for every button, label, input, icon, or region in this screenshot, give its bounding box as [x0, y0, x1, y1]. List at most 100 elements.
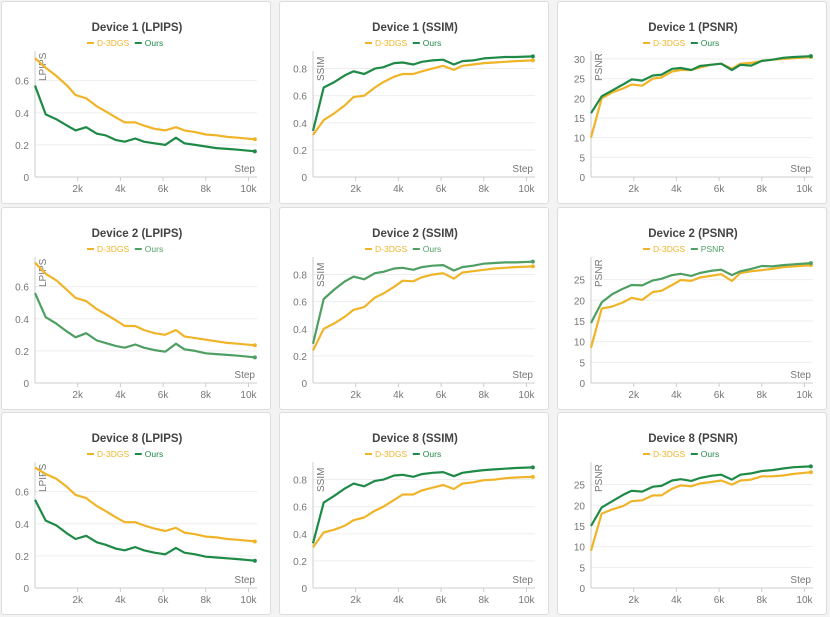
chart-panel: Device 2 (LPIPS) D-3DGS Ours 0 0.2 0.4 0.6 2k 4k…	[1, 207, 271, 410]
y-tick-label: 15	[574, 114, 586, 125]
chart-title: Device 1 (SSIM)	[372, 22, 458, 34]
legend-label: D-3DGS	[375, 244, 407, 254]
y-tick-label: 10	[574, 543, 586, 554]
x-tick-label: 4k	[671, 390, 683, 401]
x-axis-label: Step	[790, 164, 811, 175]
y-tick-label: 0	[301, 584, 307, 595]
series-end-point	[530, 474, 535, 479]
x-tick-label: 6k	[436, 595, 448, 606]
x-tick-label: 4k	[115, 184, 127, 195]
series-line	[590, 465, 811, 527]
series-line	[589, 471, 812, 552]
y-tick-label: 20	[574, 296, 586, 307]
chart-title: Device 1 (PSNR)	[648, 22, 738, 34]
x-tick-label: 8k	[478, 390, 490, 401]
chart-panel: Device 1 (PSNR) D-3DGS Ours 0 5 10 15 20 25 30 2k 4…	[557, 1, 827, 204]
y-tick-label: 5	[579, 358, 585, 369]
legend-label: D-3DGS	[97, 244, 129, 254]
x-tick-label: 6k	[436, 184, 448, 195]
series-end-point	[252, 558, 257, 563]
x-tick-label: 6k	[714, 184, 726, 195]
legend: D-3DGS Ours	[365, 449, 441, 459]
legend-label: Ours	[701, 449, 719, 459]
x-axis-label: Step	[234, 575, 255, 586]
y-tick-label: 0.4	[293, 325, 307, 336]
x-tick-label: 2k	[350, 184, 362, 195]
y-tick-label: 20	[574, 94, 586, 105]
y-tick-label: 0	[579, 584, 585, 595]
x-tick-label: 8k	[478, 184, 490, 195]
y-tick-label: 20	[574, 501, 586, 512]
y-tick-label: 0.8	[293, 271, 307, 282]
chart-panel: Device 8 (SSIM) D-3DGS Ours 0 0.2 0.4 0.6 0.8 2k…	[279, 412, 549, 615]
y-tick-label: 0.4	[293, 530, 307, 541]
series-end-point	[252, 137, 257, 142]
x-tick-label: 8k	[756, 390, 768, 401]
series-end-point	[252, 355, 257, 360]
y-tick-label: 25	[574, 276, 586, 287]
series-end-point	[808, 261, 813, 266]
x-axis-label: Step	[512, 575, 533, 586]
x-axis-label: Step	[790, 370, 811, 381]
y-tick-label: 5	[579, 153, 585, 164]
y-tick-label: 0	[579, 379, 585, 390]
y-tick-label: 0.2	[293, 352, 307, 363]
chart-title: Device 2 (PSNR)	[648, 228, 738, 240]
chart-panel: Device 2 (SSIM) D-3DGS Ours 0 0.2 0.4 0.6 0.8 2k…	[279, 207, 549, 410]
y-tick-label: 0	[23, 584, 29, 595]
series-end-point	[530, 465, 535, 470]
legend-label: D-3DGS	[97, 38, 129, 48]
x-tick-label: 10k	[796, 595, 813, 606]
y-tick-label: 0.2	[293, 557, 307, 568]
legend-label: Ours	[423, 38, 441, 48]
x-tick-label: 4k	[393, 184, 405, 195]
legend-label: D-3DGS	[653, 38, 685, 48]
y-tick-label: 0.2	[293, 146, 307, 157]
x-tick-label: 4k	[671, 595, 683, 606]
y-axis-label: PSNR	[594, 259, 605, 287]
y-axis-label: LPIPS	[38, 463, 49, 492]
chart-panel: Device 1 (LPIPS) D-3DGS Ours 0 0.2 0.4 0.6 2k 4k…	[1, 1, 271, 204]
y-tick-label: 0.6	[15, 283, 29, 294]
chart-panel: Device 1 (SSIM) D-3DGS Ours 0 0.2 0.4 0.6 0.8 2k…	[279, 1, 549, 204]
series-line	[590, 262, 811, 324]
x-tick-label: 2k	[350, 595, 362, 606]
y-tick-label: 0.2	[15, 552, 29, 563]
series-end-point	[808, 464, 813, 469]
x-tick-label: 8k	[200, 390, 212, 401]
y-tick-label: 10	[574, 338, 586, 349]
line-chart: Device 8 (PSNR) D-3DGS Ours 0 5 10 15 20 25 2k 4k 6…	[574, 433, 814, 606]
chart-title: Device 8 (PSNR)	[648, 433, 738, 445]
y-tick-label: 0	[23, 379, 29, 390]
series-end-point	[252, 539, 257, 544]
legend-label: D-3DGS	[97, 449, 129, 459]
y-tick-label: 0	[23, 173, 29, 184]
x-tick-label: 2k	[628, 595, 640, 606]
x-tick-label: 2k	[72, 390, 84, 401]
series-end-point	[530, 58, 535, 63]
legend: D-3DGS Ours	[87, 449, 163, 459]
legend: D-3DGS PSNR	[643, 244, 724, 254]
x-axis-label: Step	[234, 164, 255, 175]
x-tick-label: 8k	[200, 184, 212, 195]
series-line	[590, 55, 811, 114]
legend-label: Ours	[701, 38, 719, 48]
x-tick-label: 10k	[240, 595, 257, 606]
series-line	[34, 466, 256, 543]
legend-label: Ours	[423, 244, 441, 254]
chart-title: Device 8 (LPIPS)	[92, 433, 183, 445]
x-axis-label: Step	[512, 164, 533, 175]
y-tick-label: 5	[579, 563, 585, 574]
x-tick-label: 4k	[115, 595, 127, 606]
line-chart: Device 2 (LPIPS) D-3DGS Ours 0 0.2 0.4 0.6 2k 4k…	[15, 228, 257, 401]
y-tick-label: 0.6	[293, 92, 307, 103]
legend-label: PSNR	[701, 244, 725, 254]
x-tick-label: 8k	[478, 595, 490, 606]
y-tick-label: 10	[574, 134, 586, 145]
series-end-point	[530, 264, 535, 269]
line-chart: Device 1 (PSNR) D-3DGS Ours 0 5 10 15 20 25 30 2k 4…	[574, 22, 814, 195]
x-axis-label: Step	[234, 370, 255, 381]
x-tick-label: 6k	[436, 390, 448, 401]
y-tick-label: 0.2	[15, 347, 29, 358]
